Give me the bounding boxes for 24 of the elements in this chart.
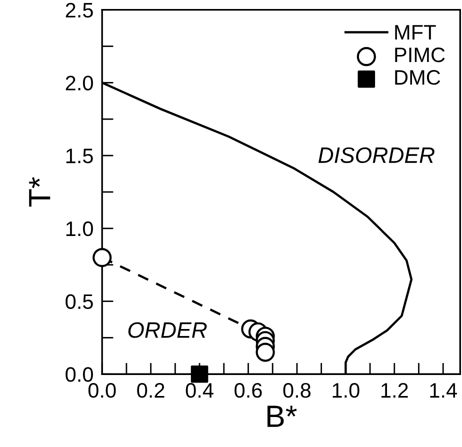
- y-tick-label: 1.0: [66, 221, 93, 236]
- y-tick-label: 0.0: [66, 367, 93, 382]
- legend-label: PIMC: [395, 48, 445, 62]
- x-tick-label: 0.8: [283, 383, 311, 398]
- point: [92, 248, 112, 268]
- y-tick-label: 0.5: [66, 294, 93, 310]
- x-tick-label: 1.2: [381, 383, 408, 398]
- y-tick-label: 2.5: [66, 2, 93, 18]
- x-axis-title: B*: [267, 406, 297, 427]
- legend-label: MFT: [395, 25, 436, 40]
- point: [256, 342, 275, 362]
- x-tick-label: 1.4: [430, 383, 457, 398]
- y-tick-label: 2.0: [66, 76, 93, 90]
- point: [190, 365, 208, 383]
- legend-label: DMC: [395, 70, 440, 85]
- x-tick-label: 0.6: [234, 383, 262, 398]
- x-tick-label: 1.0: [332, 383, 360, 398]
- y-tick-label: 1.5: [66, 148, 93, 164]
- y-axis-title: T*: [29, 177, 50, 207]
- x-tick-label: 0.2: [137, 383, 164, 398]
- annotation: ORDER: [128, 322, 207, 338]
- annotation: DISORDER: [318, 147, 434, 164]
- x-tick-label: 0.4: [186, 383, 214, 398]
- x-tick-label: 0.0: [88, 383, 116, 398]
